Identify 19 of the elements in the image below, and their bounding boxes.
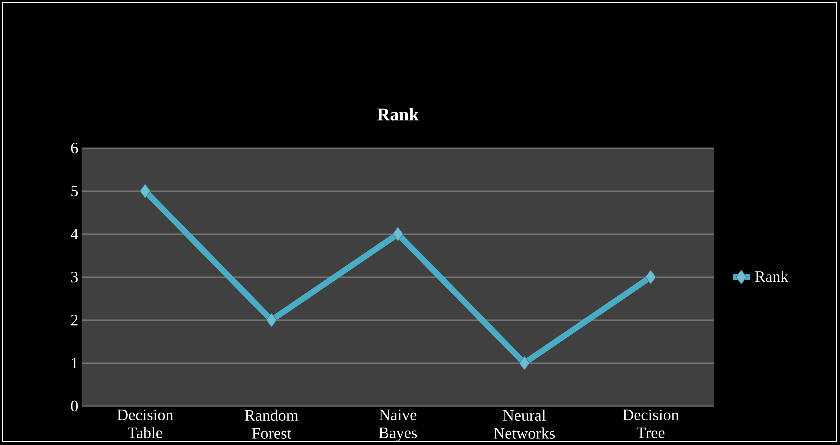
chart-title: Rank (378, 108, 420, 121)
point (519, 356, 530, 371)
point (266, 312, 278, 328)
y-tick-label: 1 (72, 358, 78, 369)
point (392, 226, 404, 242)
y-tick-label: 6 (71, 142, 78, 154)
x-tick-label: Neural Networks (494, 410, 555, 439)
y-tick-label: 3 (71, 272, 78, 283)
x-tick-label: Random Forest (245, 410, 299, 439)
point (140, 184, 151, 199)
y-tick-label: 5 (72, 186, 78, 197)
x-tick-label: Naive Bayes (379, 410, 418, 442)
x-tick-label: Decision Tree (623, 410, 680, 438)
y-tick-label: 0 (71, 400, 78, 412)
point (645, 270, 657, 285)
y-tick-label: 2 (71, 314, 78, 326)
x-tick-label: Decision Table (117, 410, 174, 438)
y-tick-label: 4 (70, 229, 78, 240)
legend-label: Rank (755, 270, 789, 282)
